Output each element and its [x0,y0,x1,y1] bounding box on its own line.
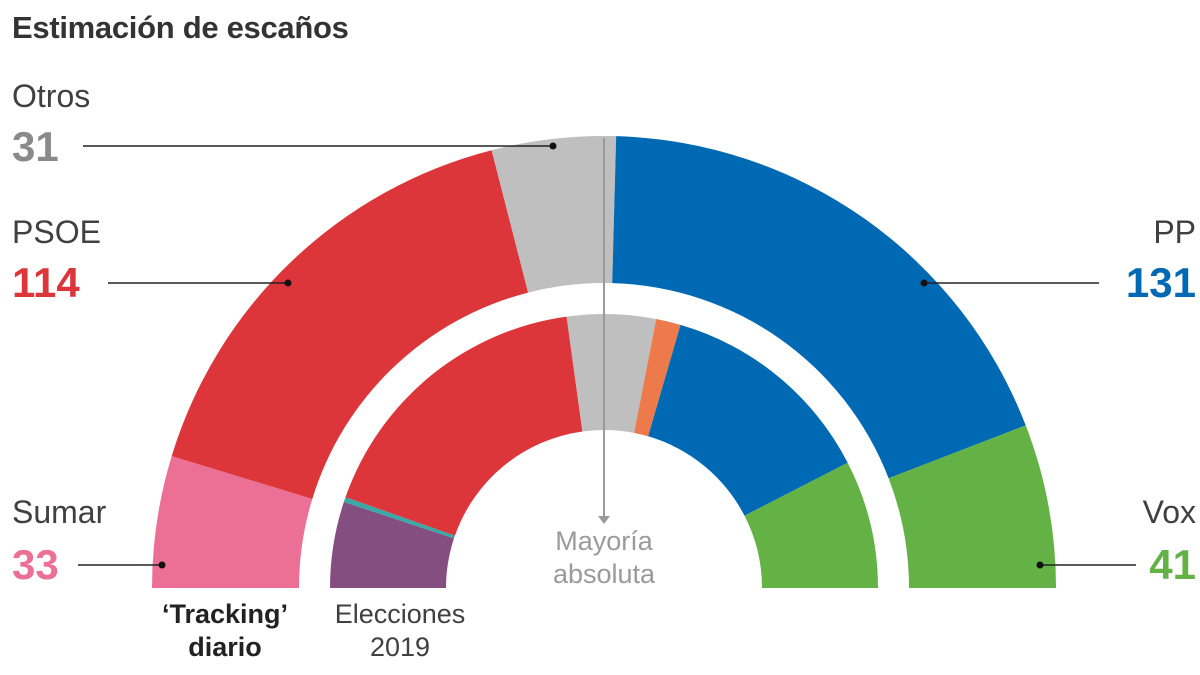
outer-segment-pp [612,136,1026,479]
label-otros-seats: 31 [12,123,59,170]
elecciones-2019-ring [330,314,878,588]
outer-segment-sumar [152,456,313,588]
leader-dot-sumar [158,561,166,569]
leader-dot-otros [549,142,557,150]
label-vox-name: Vox [1142,494,1196,530]
inner-segment-psoe [345,316,583,536]
inner-segment-mas-pais [343,497,455,539]
label-sumar-seats: 33 [12,541,59,588]
caption-mayoria-line1: Mayoría [555,526,653,556]
leader-dot-psoe [284,279,292,287]
caption-mayoria: Mayoría absoluta [514,525,694,591]
inner-segment-podemos [330,501,455,588]
caption-elecciones: Elecciones 2019 [310,598,490,664]
majority-arrow [598,516,610,524]
inner-segment-pp [648,324,848,516]
label-psoe-name: PSOE [12,214,101,250]
caption-elecciones-line2: 2019 [369,631,431,662]
leader-dot-pp [920,279,928,287]
inner-segment-cs [634,319,681,437]
chart-title: Estimación de escaños [12,10,349,45]
outer-segment-otros [491,135,617,293]
outer-segment-psoe [171,150,529,499]
label-vox-seats: 41 [1149,541,1196,588]
caption-tracking-line1: ‘Tracking’ [161,599,289,629]
tracking-ring [152,135,1056,588]
inner-segment-otros [566,314,657,433]
caption-tracking: ‘Tracking’ diario [130,598,320,664]
caption-mayoria-line2: absoluta [552,558,656,589]
label-pp-seats: 131 [1125,259,1196,306]
caption-elecciones-line1: Elecciones [334,599,466,629]
label-otros-name: Otros [12,78,91,114]
label-sumar-name: Sumar [12,494,107,530]
inner-segment-vox [744,462,878,588]
label-psoe-seats: 114 [12,259,80,306]
caption-tracking-line2: diario [188,631,262,662]
outer-segment-vox [888,425,1056,588]
leader-dot-vox [1036,561,1044,569]
label-pp-name: PP [1153,214,1196,250]
label-leader-lines [78,142,1136,569]
